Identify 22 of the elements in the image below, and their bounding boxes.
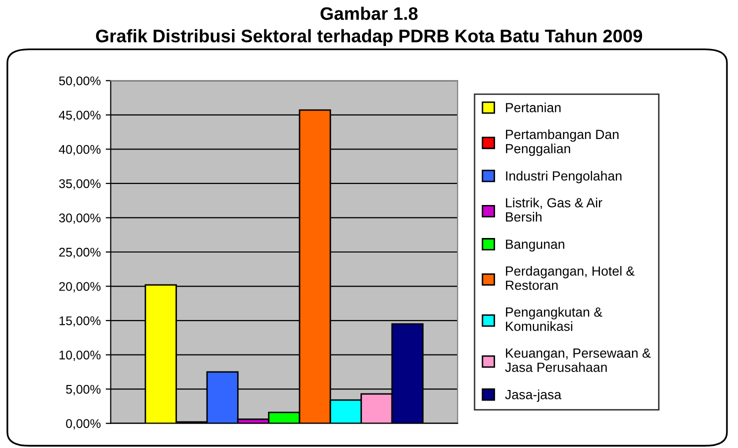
y-tick-label: 50,00% (59, 76, 101, 87)
legend-label: Keuangan, Persewaan & Jasa Perusahaan (505, 348, 651, 372)
y-tick-label: 5,00% (66, 384, 101, 396)
legend-label: Jasa-jasa (505, 390, 562, 402)
legend-label: Perdagangan, Hotel & Restoran (506, 266, 635, 290)
legend-label: Industri Pengolahan (506, 170, 622, 184)
chart-title: Gambar 1.8 (320, 6, 418, 20)
y-tick-label: 30,00% (59, 214, 101, 224)
chart-subtitle: Grafik Distribusi Sektoral terhadap PDRB Kota Batu Tahun 2009 (96, 29, 642, 46)
y-tick-label: 20,00% (59, 282, 101, 292)
y-tick-label: 40,00% (58, 144, 101, 156)
legend-label: Pertambangan Dan Penggalian (506, 129, 618, 156)
y-tick-label: 15,00% (60, 316, 101, 327)
legend-label: Pengangkutan & Komunikasi (506, 307, 602, 331)
y-tick-label: 45,00% (58, 110, 101, 122)
y-tick-label: 0,00% (66, 419, 101, 430)
legend-label: Pertanian (506, 102, 561, 112)
y-tick-label: 35,00% (59, 179, 101, 190)
legend-label: Listrik, Gas & Air Bersih (506, 198, 602, 222)
legend-label: Bangunan (506, 240, 564, 252)
y-tick-label: 25,00% (59, 248, 101, 258)
y-tick-label: 10,00% (60, 350, 101, 361)
